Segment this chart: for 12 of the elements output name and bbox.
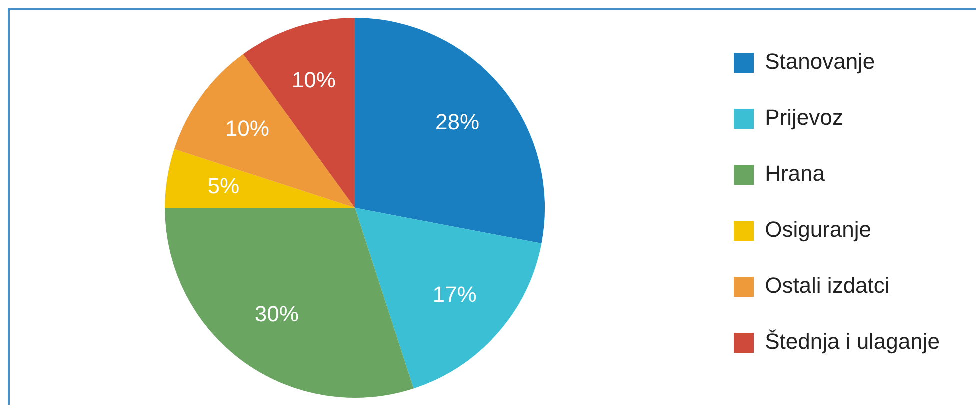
data-label: 10% xyxy=(292,68,336,93)
legend-label: Štednja i ulaganje xyxy=(765,329,940,354)
data-label: 17% xyxy=(432,282,477,308)
legend-label: Prijevoz xyxy=(765,105,844,130)
legend-label: Hrana xyxy=(765,161,826,186)
legend-label: Osiguranje xyxy=(765,217,872,242)
data-label: 10% xyxy=(225,116,270,141)
data-label: 30% xyxy=(254,302,299,327)
legend-label: Ostali izdatci xyxy=(765,273,890,298)
data-label: 5% xyxy=(208,173,240,198)
data-label: 28% xyxy=(435,109,480,134)
legend-label: Stanovanje xyxy=(765,49,876,74)
